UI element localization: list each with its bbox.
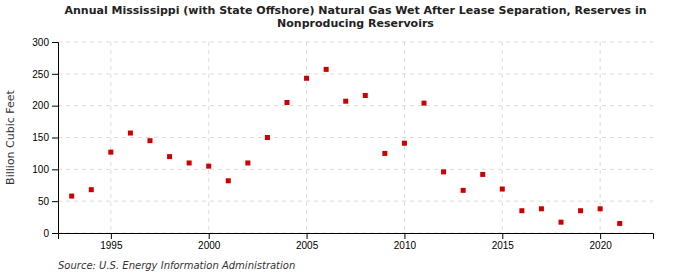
point	[147, 138, 152, 143]
x-axis-tick: 2020	[590, 233, 613, 251]
y-axis-tick-label: 300	[32, 37, 49, 48]
point	[422, 101, 427, 106]
points	[69, 67, 622, 226]
y-axis-tick: 50	[38, 196, 58, 207]
y-axis-tick: 200	[32, 100, 58, 111]
y-axis-tick-mark	[52, 138, 58, 139]
point	[461, 188, 466, 193]
y-axis-tick: 150	[32, 132, 58, 143]
point	[539, 206, 544, 211]
y-axis-tick-label: 100	[32, 164, 49, 175]
x-axis-tick-mark	[404, 233, 405, 239]
title: Annual Mississippi (with State Offshore)…	[64, 4, 646, 30]
y-axis-tick-mark	[52, 106, 58, 107]
point	[382, 151, 387, 156]
title-line: Annual Mississippi (with State Offshore)…	[64, 4, 646, 17]
grid-line-x	[110, 42, 111, 233]
point	[226, 178, 231, 183]
x-axis-tick-mark	[600, 233, 601, 239]
point	[304, 76, 309, 81]
point	[578, 208, 583, 213]
y-axis-tick-label: 250	[32, 69, 49, 80]
y-axis-tick-mark	[52, 169, 58, 170]
y-axis-tick: 100	[32, 164, 58, 175]
y-axis-tick-label: 0	[43, 228, 49, 239]
point	[187, 160, 192, 165]
x-axis: 1995 2000 2005 2010 2015 2020	[59, 233, 654, 251]
x-axis-tick-mark	[111, 233, 112, 239]
y-axis-tick-mark	[52, 233, 58, 234]
y-axis-tick-label: 150	[32, 132, 49, 143]
grid-line-y	[58, 105, 653, 106]
grid-line-y	[58, 73, 653, 74]
x-axis-tick: 1995	[100, 233, 123, 251]
x-axis-tick: 2005	[296, 233, 319, 251]
point	[265, 135, 270, 140]
x-axis-tick: 2000	[198, 233, 221, 251]
x-axis-tick-mark	[209, 233, 210, 239]
x-axis-tick-label: 1995	[100, 240, 123, 251]
point	[89, 187, 94, 192]
point	[206, 164, 211, 169]
x-axis-tick-mark	[307, 233, 308, 239]
point	[343, 99, 348, 104]
chart: 1995 2000 2005 2010 2015 2020 0 50 100 150 200 250 3…	[0, 0, 675, 275]
annotation: Source: U.S. Energy Information Administ…	[58, 260, 295, 271]
point	[441, 169, 446, 174]
grid-line-y	[58, 169, 653, 170]
y-axis-tick-label: 200	[32, 100, 49, 111]
y-axis-title: Billion Cubic Feet	[4, 89, 17, 184]
grid-line-x	[404, 42, 405, 233]
x-axis-tick: 2010	[394, 233, 417, 251]
point	[559, 220, 564, 225]
x-axis-tick-mark	[502, 233, 503, 239]
grid-line-y	[58, 137, 653, 138]
point	[480, 172, 485, 177]
y-axis-line	[52, 43, 59, 234]
point	[402, 141, 407, 146]
y-axis-tick: 250	[32, 69, 58, 80]
point	[284, 100, 289, 105]
y-axis-tick: 300	[32, 37, 58, 48]
point	[128, 131, 133, 136]
point	[363, 93, 368, 98]
grid-line-x	[306, 42, 307, 233]
grid-line-x	[208, 42, 209, 233]
grid-line-y	[58, 201, 653, 202]
x-axis-tick-label: 2015	[492, 240, 515, 251]
point	[167, 154, 172, 159]
y-axis-tick-mark	[52, 42, 58, 43]
point	[617, 221, 622, 226]
point	[69, 194, 74, 199]
title-line: Nonproducing Reservoirs	[277, 17, 434, 30]
y-axis-tick-label: 50	[38, 196, 50, 207]
point	[108, 150, 113, 155]
x-axis-tick-label: 2000	[198, 240, 221, 251]
grid-line-x	[600, 42, 601, 233]
grid-line-y	[58, 42, 653, 43]
y-axis: 0 50 100 150 200 250 300	[32, 37, 58, 239]
x-axis-tick-label: 2005	[296, 240, 319, 251]
plot: 1995 2000 2005 2010 2015 2020 0 50 100 150 200 250 3…	[32, 37, 653, 251]
y-axis-tick-mark	[52, 201, 58, 202]
x-axis-tick-label: 2020	[590, 240, 613, 251]
x-axis-line	[59, 234, 654, 240]
grid	[58, 42, 653, 233]
x-axis-tick-label: 2010	[394, 240, 417, 251]
point	[324, 67, 329, 72]
point	[598, 206, 603, 211]
y-axis-tick-mark	[52, 74, 58, 75]
x-axis-tick: 2015	[492, 233, 515, 251]
point	[245, 160, 250, 165]
point	[500, 187, 505, 192]
point	[519, 208, 524, 213]
y-axis-tick: 0	[43, 228, 58, 239]
grid-line-x	[502, 42, 503, 233]
